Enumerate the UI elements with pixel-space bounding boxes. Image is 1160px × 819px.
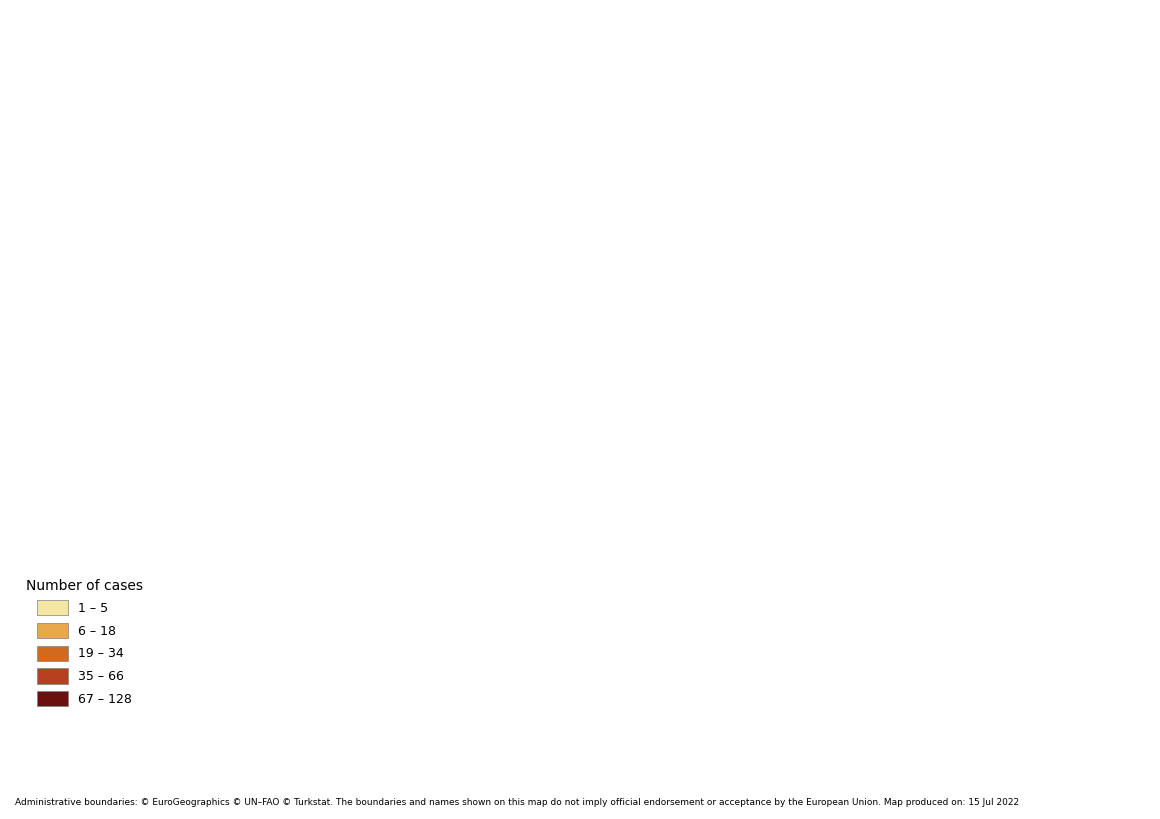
Text: Administrative boundaries: © EuroGeographics © UN–FAO © Turkstat. The boundaries: Administrative boundaries: © EuroGeograp…	[15, 798, 1018, 807]
Legend: 1 – 5, 6 – 18, 19 – 34, 35 – 66, 67 – 128: 1 – 5, 6 – 18, 19 – 34, 35 – 66, 67 – 12…	[21, 573, 147, 712]
